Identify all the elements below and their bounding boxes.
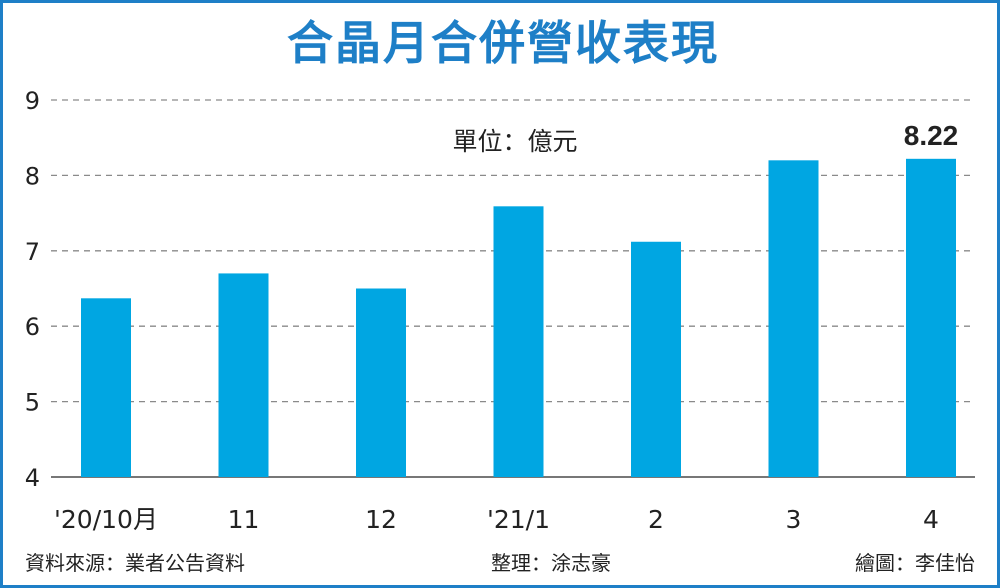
x-category-label: 3 xyxy=(786,505,802,534)
bar xyxy=(218,273,269,477)
bars xyxy=(81,158,956,477)
bar xyxy=(631,241,681,477)
data-labels: 8.22 xyxy=(904,120,959,151)
bar xyxy=(768,160,819,477)
bar-value-label: 8.22 xyxy=(904,120,959,151)
x-category-label: 2 xyxy=(648,505,664,534)
bar xyxy=(356,288,406,477)
x-category-label: '20/10月 xyxy=(54,505,158,534)
x-category-label: '21/1 xyxy=(487,505,550,534)
x-category-label: 11 xyxy=(228,505,260,534)
chart-title: 合晶月合併營收表現 xyxy=(287,16,719,70)
y-axis-ticks: 4 5 6 7 8 9 xyxy=(25,87,40,492)
y-tick-label: 7 xyxy=(25,238,40,266)
y-tick-label: 8 xyxy=(25,162,40,190)
bar xyxy=(81,298,131,477)
y-tick-label: 9 xyxy=(25,87,40,115)
y-tick-label: 6 xyxy=(25,313,40,341)
y-tick-label: 5 xyxy=(25,389,40,417)
footer-artist: 繪圖：李佳怡 xyxy=(855,551,975,575)
x-category-label: 12 xyxy=(365,505,397,534)
unit-label: 單位：億元 xyxy=(452,127,577,156)
footer-source: 資料來源：業者公告資料 xyxy=(25,551,245,575)
footer-editor: 整理：涂志豪 xyxy=(491,551,611,575)
bar-chart: 4 5 6 7 8 9 '20/10月 11 12 '21/1 2 3 4 8.22 單位：億元 xyxy=(25,87,975,534)
bar xyxy=(906,158,956,477)
x-category-label: 4 xyxy=(923,505,939,534)
y-tick-label: 4 xyxy=(25,464,40,492)
x-axis-categories: '20/10月 11 12 '21/1 2 3 4 xyxy=(54,505,939,534)
bar xyxy=(493,206,544,477)
